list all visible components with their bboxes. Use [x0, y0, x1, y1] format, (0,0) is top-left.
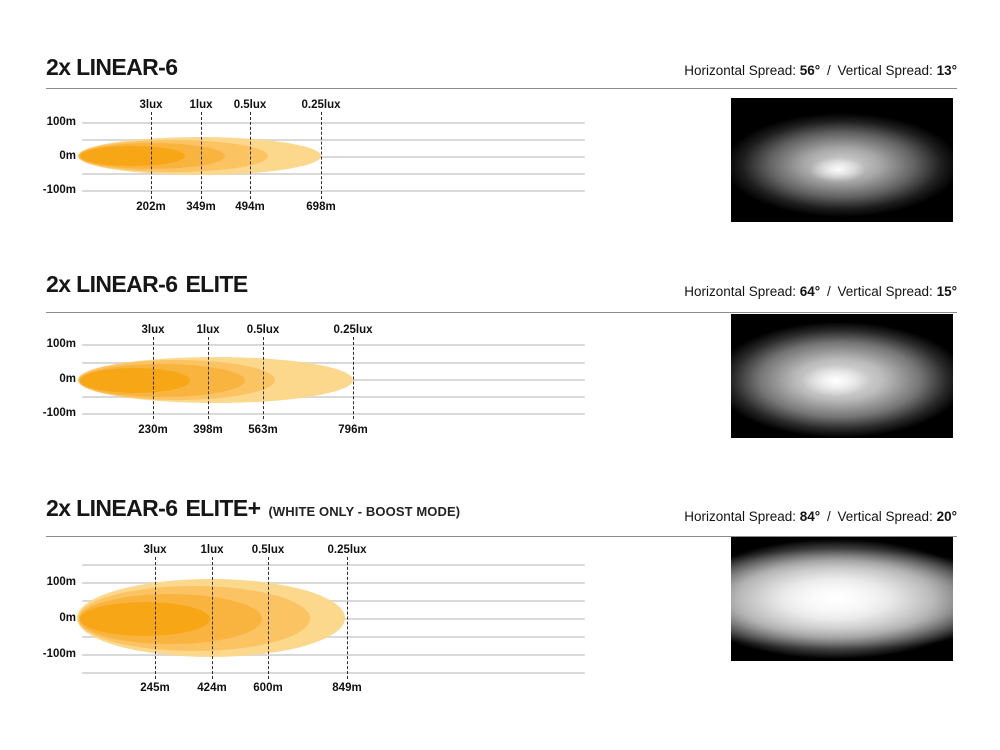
distance-tick-label: 600m [253, 682, 283, 694]
horizontal-spread-label: Horizontal Spread: [684, 509, 797, 524]
vertical-spread-value: 20° [936, 509, 957, 524]
lux-tick-label: 0.5lux [233, 99, 267, 111]
horizontal-spread-label: Horizontal Spread: [684, 284, 797, 299]
distance-tick-label: 349m [186, 201, 216, 213]
section-divider-rule [46, 536, 957, 537]
isolux-line-0.25lux [321, 112, 322, 199]
spread-separator: / [826, 63, 831, 78]
beam-photo-panel-1 [731, 98, 953, 222]
isolux-line-3lux [151, 112, 152, 199]
isolux-line-1lux [212, 557, 213, 679]
section-3-spread-specs: Horizontal Spread: 84° / Vertical Spread… [557, 509, 957, 524]
isolux-line-1lux [201, 112, 202, 199]
y-axis-label: 0m [59, 612, 76, 624]
spread-separator: / [826, 284, 831, 299]
distance-tick-label: 849m [332, 682, 362, 694]
spread-separator: / [826, 509, 831, 524]
beam-band-3lux [80, 368, 190, 393]
lux-tick-label: 1lux [189, 99, 213, 111]
horizontal-spread-value: 56° [799, 63, 821, 78]
gridline [82, 582, 585, 584]
isolux-line-0.5lux [268, 557, 269, 679]
gridline [82, 122, 585, 124]
beam-band-3lux [80, 602, 210, 636]
isolux-line-3lux [155, 557, 156, 679]
isolux-line-1lux [208, 337, 209, 419]
lux-tick-label: 0.5lux [246, 324, 280, 336]
y-axis-label: -100m [42, 648, 76, 660]
horizontal-spread-label: Horizontal Spread: [684, 63, 797, 78]
distance-tick-label: 494m [235, 201, 265, 213]
distance-tick-label: 424m [197, 682, 227, 694]
section-1-spread-specs: Horizontal Spread: 56° / Vertical Spread… [557, 63, 957, 78]
lux-tick-label: 3lux [143, 544, 167, 556]
product-name: 2x LINEAR-6 [46, 54, 178, 80]
lux-tick-label: 0.25lux [333, 324, 373, 336]
gridline [82, 344, 585, 346]
isolux-line-0.25lux [347, 557, 348, 679]
gridline [82, 190, 585, 192]
distance-tick-label: 796m [338, 424, 368, 436]
lux-tick-label: 0.25lux [327, 544, 367, 556]
distance-tick-label: 230m [138, 424, 168, 436]
distance-tick-label: 698m [306, 201, 336, 213]
product-note: (WHITE ONLY - BOOST MODE) [268, 504, 461, 519]
section-1-title: 2x LINEAR-6 [46, 54, 193, 81]
section-divider-rule [46, 88, 957, 89]
beam-photo-panel-3 [731, 537, 953, 661]
beam-photo-panel-2 [731, 314, 953, 438]
gridline [82, 362, 585, 364]
product-name: 2x LINEAR-6 [46, 495, 178, 521]
distance-tick-label: 245m [140, 682, 170, 694]
horizontal-spread-value: 64° [799, 284, 821, 299]
product-variant: ELITE+ [185, 495, 261, 521]
product-name: 2x LINEAR-6 [46, 271, 178, 297]
distance-tick-label: 563m [248, 424, 278, 436]
section-2-title: 2x LINEAR-6 ELITE [46, 271, 256, 298]
vertical-spread-value: 15° [936, 284, 957, 299]
gridline [82, 396, 585, 398]
gridline [82, 654, 585, 656]
lux-tick-label: 1lux [200, 544, 224, 556]
y-axis-label: -100m [42, 407, 76, 419]
vertical-spread-label: Vertical Spread: [837, 509, 933, 524]
vertical-spread-label: Vertical Spread: [837, 284, 933, 299]
y-axis-label: 100m [46, 576, 76, 588]
lux-tick-label: 0.5lux [251, 544, 285, 556]
horizontal-spread-value: 84° [799, 509, 821, 524]
vertical-spread-label: Vertical Spread: [837, 63, 933, 78]
beam-band-3lux [80, 146, 185, 166]
y-axis-label: 0m [59, 373, 76, 385]
vertical-spread-value: 13° [936, 63, 957, 78]
y-axis-label: 100m [46, 116, 76, 128]
isolux-line-0.5lux [263, 337, 264, 419]
gridline [82, 672, 585, 674]
section-divider-rule [46, 312, 957, 313]
y-axis-label: 0m [59, 150, 76, 162]
section-3-title: 2x LINEAR-6 ELITE+ (WHITE ONLY - BOOST M… [46, 495, 460, 522]
gridline [82, 156, 585, 158]
y-axis-label: -100m [42, 184, 76, 196]
lux-tick-label: 1lux [196, 324, 220, 336]
y-axis-label: 100m [46, 338, 76, 350]
lux-tick-label: 3lux [139, 99, 163, 111]
section-2-spread-specs: Horizontal Spread: 64° / Vertical Spread… [557, 284, 957, 299]
gridline [82, 173, 585, 175]
gridline [82, 413, 585, 415]
isolux-line-3lux [153, 337, 154, 419]
lux-tick-label: 0.25lux [301, 99, 341, 111]
lux-tick-label: 3lux [141, 324, 165, 336]
gridline [82, 636, 585, 638]
product-variant: ELITE [185, 271, 248, 297]
gridline [82, 139, 585, 141]
gridline [82, 600, 585, 602]
isolux-line-0.5lux [250, 112, 251, 199]
distance-tick-label: 398m [193, 424, 223, 436]
gridline [82, 564, 585, 566]
distance-tick-label: 202m [136, 201, 166, 213]
isolux-line-0.25lux [353, 337, 354, 419]
